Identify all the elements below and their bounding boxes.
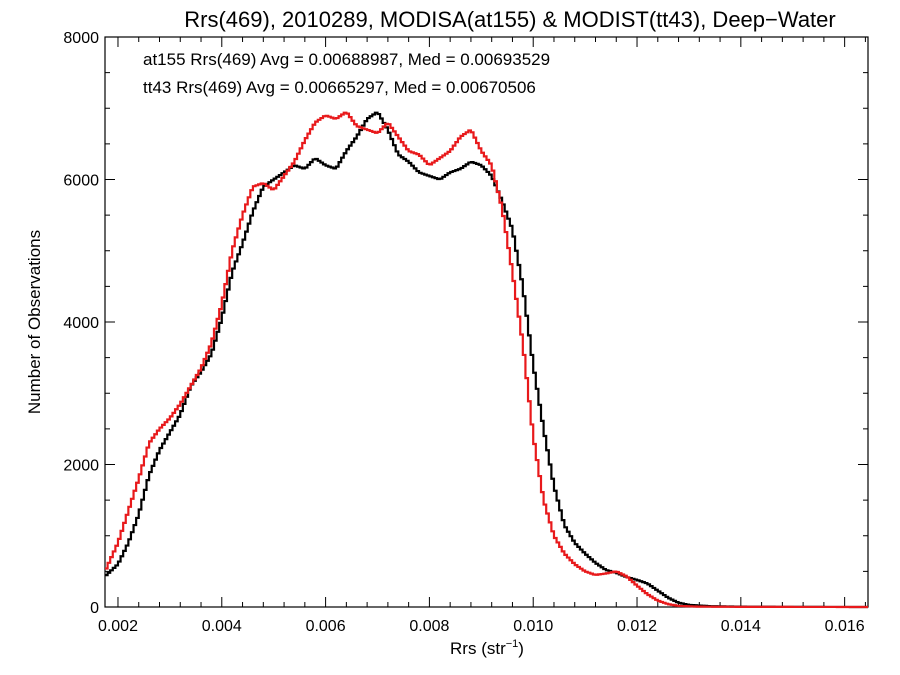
x-tick-label: 0.002 <box>98 618 138 635</box>
y-tick-label: 2000 <box>63 458 99 475</box>
series-line-at155 <box>105 111 868 609</box>
x-tick-label: 0.016 <box>825 618 865 635</box>
y-tick-label: 8000 <box>63 30 99 47</box>
y-axis: 0 2000 4000 6000 8000 <box>63 30 868 617</box>
chart-title: Rrs(469), 2010289, MODISA(at155) & MODIS… <box>184 7 835 32</box>
x-tick-label: 0.014 <box>721 618 761 635</box>
series-layer <box>105 111 868 609</box>
legend-entry-tt43: tt43 Rrs(469) Avg = 0.00665297, Med = 0.… <box>143 78 536 97</box>
y-axis-label: Number of Observations <box>25 230 44 414</box>
y-tick-label: 0 <box>90 600 99 617</box>
legend-entry-at155: at155 Rrs(469) Avg = 0.00688987, Med = 0… <box>143 50 550 69</box>
x-axis-label: Rrs (str−1) <box>450 638 524 658</box>
x-tick-label: 0.012 <box>617 618 657 635</box>
series-line-tt43 <box>105 111 868 609</box>
y-tick-label: 6000 <box>63 173 99 190</box>
x-tick-label: 0.008 <box>409 618 449 635</box>
x-axis: 0.002 0.004 0.006 0.008 0.010 0.012 0.014 0.016 <box>98 37 866 635</box>
x-tick-label: 0.006 <box>306 618 346 635</box>
y-tick-label: 4000 <box>63 315 99 332</box>
x-tick-label: 0.010 <box>513 618 553 635</box>
x-tick-label: 0.004 <box>202 618 242 635</box>
